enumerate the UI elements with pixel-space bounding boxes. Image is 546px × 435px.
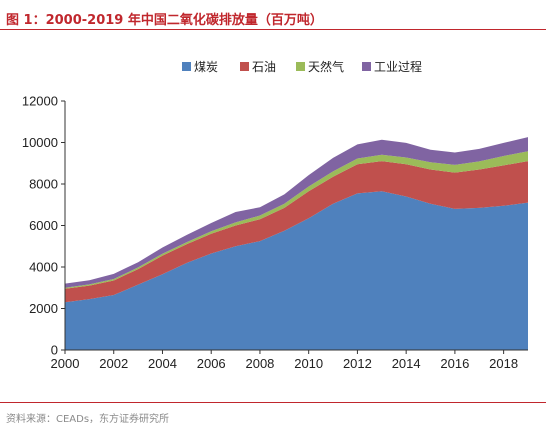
figure-title: 图 1：2000-2019 年中国二氧化碳排放量（百万吨） [6,13,323,28]
source-note: 资料来源：CEADs，东方证券研究所 [6,414,170,425]
y-tick-label: 10000 [22,135,58,150]
legend: 煤炭 石油 天然气 工业过程 [182,59,422,74]
plot-areas [65,137,528,350]
x-tick-label: 2010 [294,356,323,371]
legend-swatch [362,62,371,71]
legend-swatch [296,62,305,71]
area-series-2 [65,161,528,303]
legend-item-series-1: 煤炭 [182,60,218,74]
legend-item-series-3: 天然气 [296,59,344,74]
legend-label: 石油 [252,60,276,74]
legend-item-series-2: 石油 [240,60,276,74]
x-tick-label: 2014 [392,356,421,371]
title-rule [0,29,546,30]
y-tick-label: 2000 [29,301,58,316]
y-tick-label: 0 [51,343,58,358]
legend-item-series-4: 工业过程 [362,59,422,74]
y-tick-label: 8000 [29,177,58,192]
footer-rule [0,402,546,403]
y-tick-label: 4000 [29,260,58,275]
legend-swatch [182,62,191,71]
x-tick-label: 2002 [99,356,128,371]
legend-label: 工业过程 [374,59,422,74]
y-tick-label: 12000 [22,94,58,109]
x-tick-label: 2008 [245,356,274,371]
x-tick-label: 2012 [343,356,372,371]
legend-swatch [240,62,249,71]
x-tick-label: 2004 [148,356,177,371]
legend-label: 天然气 [308,59,344,74]
x-tick-label: 2018 [489,356,518,371]
area-series-3 [65,151,528,289]
x-tick-label: 2006 [197,356,226,371]
area-series-1 [65,191,528,350]
legend-label: 煤炭 [194,60,218,74]
x-tick-label: 2016 [440,356,469,371]
x-tick-label: 2000 [51,356,80,371]
y-tick-label: 6000 [29,218,58,233]
area-series-4 [65,137,528,288]
